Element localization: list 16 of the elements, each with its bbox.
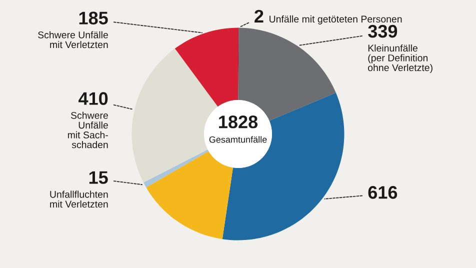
data-label: 616	[368, 186, 398, 199]
text: Gesamtunfälle	[209, 136, 267, 143]
slice-label: Schwere Unfälle mit Verletzten	[38, 31, 108, 48]
data-label: 185	[79, 12, 108, 24]
donut-slice	[143, 150, 209, 188]
text: 1828	[219, 116, 258, 128]
data-label: 15	[89, 171, 108, 184]
donut-slice	[146, 151, 233, 240]
data-label: 339	[368, 24, 398, 38]
data-label: 2	[254, 10, 264, 22]
slice-label: Unfälle mit getöteten Personen	[270, 15, 402, 24]
donut-slice	[174, 28, 238, 107]
slice-label: Unfallfluchten mit Verletzten	[50, 190, 108, 208]
slice-label: Kleinunfälle (per Definition ohne Verletzte)	[368, 44, 432, 74]
slice-label: Schwere Unfälle mit Sach- schaden	[68, 112, 108, 148]
data-label: 410	[78, 92, 108, 105]
